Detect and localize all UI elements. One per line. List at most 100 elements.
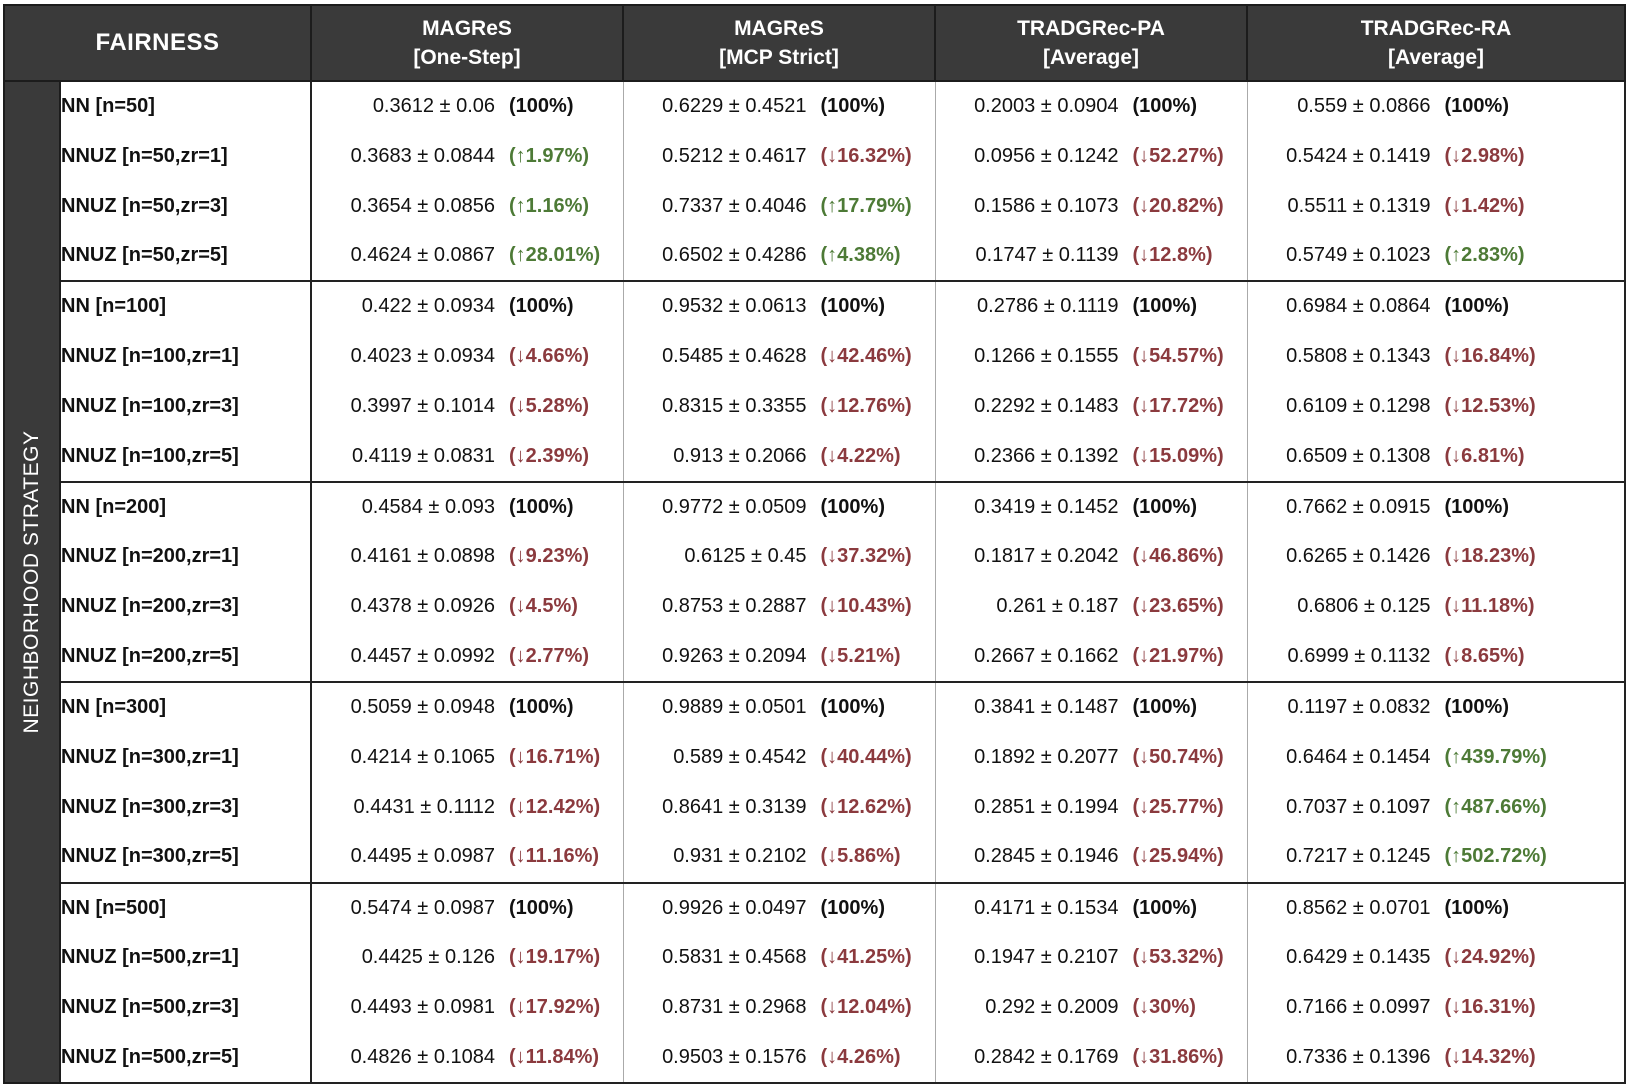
relative-change: (↓53.32%) <box>1132 946 1224 969</box>
metric-value: 0.5485 ± 0.4628 <box>662 345 807 368</box>
relative-change: (↓12.76%) <box>820 395 912 418</box>
table-cell: 0.2851 ± 0.1994 (↓25.77%) <box>934 782 1248 833</box>
relative-change: (↓9.23%) <box>509 545 590 568</box>
table-body: NEIGHBORHOOD STRATEGY NN [n=50] 0.3612 ± 0… <box>3 79 1626 1085</box>
cell-content: 0.4431 ± 0.1112 (↓12.42%) <box>312 782 623 832</box>
table-cell: 0.4431 ± 0.1112 (↓12.42%) <box>310 782 624 833</box>
metric-value: 0.6109 ± 0.1298 <box>1286 395 1431 418</box>
row-label: NNUZ [n=500,zr=5] <box>59 1032 312 1085</box>
relative-change: (100%) <box>509 696 574 719</box>
metric-value: 0.5059 ± 0.0948 <box>350 696 495 719</box>
cell-content: 0.4425 ± 0.126 (↓19.17%) <box>312 933 623 983</box>
cell-content: 0.6509 ± 0.1308 (↓6.81%) <box>1248 432 1625 481</box>
table-cell: 0.7166 ± 0.0997 (↓16.31%) <box>1246 982 1626 1033</box>
row-group-header: NEIGHBORHOOD STRATEGY <box>3 80 61 1084</box>
cell-content: 0.7336 ± 0.1396 (↓14.32%) <box>1248 1033 1625 1082</box>
cell-content: 0.8731 ± 0.2968 (↓12.04%) <box>624 983 935 1033</box>
table-row: NNUZ [n=100,zr=3] 0.3997 ± 0.1014 (↓5.28%)… <box>4 381 1626 432</box>
table-cell: 0.2292 ± 0.1483 (↓17.72%) <box>934 381 1248 432</box>
table-cell: 0.7037 ± 0.1097 (↑487.66%) <box>1246 782 1626 833</box>
cell-content: 0.5485 ± 0.4628 (↓42.46%) <box>624 331 935 381</box>
cell-content: 0.2667 ± 0.1662 (↓21.97%) <box>936 632 1247 681</box>
table-row: NN [n=200] 0.4584 ± 0.093 (100%) 0.9772 ± 0… <box>4 480 1626 532</box>
table-cell: 0.5212 ± 0.4617 (↓16.32%) <box>622 131 936 182</box>
column-header-magres-one-step: MAGReS [One-Step] <box>310 4 624 82</box>
relative-change: (↑487.66%) <box>1444 795 1547 818</box>
table-row: NN [n=300] 0.5059 ± 0.0948 (100%) 0.9889 ± … <box>4 681 1626 733</box>
cell-content: 0.9263 ± 0.2094 (↓5.21%) <box>624 632 935 681</box>
metric-value: 0.4584 ± 0.093 <box>361 495 495 518</box>
cell-content: 0.2366 ± 0.1392 (↓15.09%) <box>936 432 1247 481</box>
table-cell: 0.8562 ± 0.0701 (100%) <box>1246 881 1626 933</box>
metric-value: 0.7662 ± 0.0915 <box>1286 495 1431 518</box>
metric-value: 0.422 ± 0.0934 <box>361 295 495 318</box>
table-cell: 0.6999 ± 0.1132 (↓8.65%) <box>1246 632 1626 684</box>
column-header-line2: [Average] <box>1042 46 1140 69</box>
metric-value: 0.1947 ± 0.2107 <box>974 946 1119 969</box>
table-cell: 0.9503 ± 0.1576 (↓4.26%) <box>622 1032 936 1085</box>
relative-change: (100%) <box>820 295 885 318</box>
table-cell: 0.422 ± 0.0934 (100%) <box>310 280 624 332</box>
table-cell: 0.3419 ± 0.1452 (100%) <box>934 480 1248 532</box>
metric-value: 0.4119 ± 0.0831 <box>352 444 495 467</box>
relative-change: (↓2.77%) <box>509 645 590 668</box>
metric-value: 0.4493 ± 0.0981 <box>350 996 495 1019</box>
relative-change: (↓23.65%) <box>1132 595 1224 618</box>
table-row: NNUZ [n=500,zr=1] 0.4425 ± 0.126 (↓19.17%)… <box>4 932 1626 983</box>
relative-change: (↓12.42%) <box>509 795 601 818</box>
row-label: NN [n=300] <box>59 681 312 733</box>
cell-content: 0.4171 ± 0.1534 (100%) <box>936 884 1247 933</box>
relative-change: (↓12.62%) <box>820 795 912 818</box>
row-label: NNUZ [n=50,zr=1] <box>59 131 312 182</box>
metric-value: 0.4425 ± 0.126 <box>361 946 495 969</box>
table-cell: 0.6464 ± 0.1454 (↑439.79%) <box>1246 732 1626 783</box>
relative-change: (100%) <box>1444 295 1509 318</box>
metric-value: 0.4431 ± 0.1112 <box>353 795 495 818</box>
metric-value: 0.913 ± 0.2066 <box>673 444 807 467</box>
header-row: FAIRNESS MAGReS [One-Step] MAGReS [MCP S… <box>3 4 1626 82</box>
metric-value: 0.2292 ± 0.1483 <box>974 395 1119 418</box>
cell-content: 0.7166 ± 0.0997 (↓16.31%) <box>1248 983 1625 1033</box>
relative-change: (↓16.31%) <box>1444 996 1536 1019</box>
cell-content: 0.9772 ± 0.0509 (100%) <box>624 483 935 532</box>
cell-content: 0.6806 ± 0.125 (↓11.18%) <box>1248 582 1625 632</box>
table-cell: 0.5749 ± 0.1023 (↑2.83%) <box>1246 231 1626 283</box>
row-label: NN [n=200] <box>59 480 312 532</box>
cell-content: 0.4493 ± 0.0981 (↓17.92%) <box>312 983 623 1033</box>
row-label: NN [n=100] <box>59 280 312 332</box>
table-cell: 0.1266 ± 0.1555 (↓54.57%) <box>934 331 1248 382</box>
cell-content: 0.5511 ± 0.1319 (↓1.42%) <box>1248 181 1625 231</box>
metric-value: 0.1817 ± 0.2042 <box>974 545 1119 568</box>
table-row: NNUZ [n=300,zr=3] 0.4431 ± 0.1112 (↓12.42%… <box>4 782 1626 833</box>
table-cell: 0.5424 ± 0.1419 (↓2.98%) <box>1246 131 1626 182</box>
column-header-tradgrec-pa: TRADGRec-PA [Average] <box>934 4 1248 82</box>
cell-content: 0.6984 ± 0.0864 (100%) <box>1248 282 1625 331</box>
relative-change: (↓50.74%) <box>1132 745 1224 768</box>
relative-change: (100%) <box>820 696 885 719</box>
cell-content: 0.8562 ± 0.0701 (100%) <box>1248 884 1625 933</box>
table-cell: 0.7662 ± 0.0915 (100%) <box>1246 480 1626 532</box>
cell-content: 0.1586 ± 0.1073 (↓20.82%) <box>936 181 1247 231</box>
table-cell: 0.4493 ± 0.0981 (↓17.92%) <box>310 982 624 1033</box>
table-cell: 0.261 ± 0.187 (↓23.65%) <box>934 581 1248 633</box>
relative-change: (↓12.8%) <box>1132 244 1213 267</box>
metric-value: 0.559 ± 0.0866 <box>1297 95 1431 118</box>
relative-change: (↓5.28%) <box>509 395 590 418</box>
table-cell: 0.5808 ± 0.1343 (↓16.84%) <box>1246 331 1626 382</box>
table-cell: 0.3683 ± 0.0844 (↑1.97%) <box>310 131 624 182</box>
relative-change: (↓46.86%) <box>1132 545 1224 568</box>
relative-change: (100%) <box>1444 95 1509 118</box>
cell-content: 0.2851 ± 0.1994 (↓25.77%) <box>936 782 1247 832</box>
metric-value: 0.5749 ± 0.1023 <box>1286 244 1431 267</box>
column-header-line1: TRADGRec-RA <box>1360 17 1512 40</box>
relative-change: (↓16.84%) <box>1444 345 1536 368</box>
cell-content: 0.5212 ± 0.4617 (↓16.32%) <box>624 131 935 181</box>
row-label: NNUZ [n=50,zr=5] <box>59 231 312 283</box>
table-row: NNUZ [n=100,zr=1] 0.4023 ± 0.0934 (↓4.66%)… <box>4 331 1626 382</box>
neighborhood-strategy-label: NEIGHBORHOOD STRATEGY <box>20 430 43 734</box>
row-label: NN [n=500] <box>59 881 312 933</box>
cell-content: 0.2003 ± 0.0904 (100%) <box>936 82 1247 131</box>
row-label: NNUZ [n=300,zr=5] <box>59 832 312 884</box>
table-cell: 0.4378 ± 0.0926 (↓4.5%) <box>310 581 624 633</box>
